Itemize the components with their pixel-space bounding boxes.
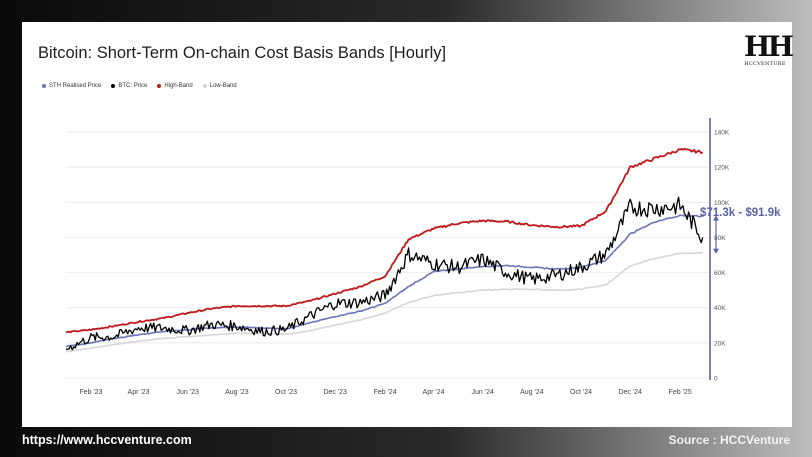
- x-tick-label: Jun '24: [472, 389, 494, 396]
- y-tick-label: 140K: [714, 130, 730, 137]
- x-tick-label: Apr '24: [423, 389, 445, 396]
- x-tick-label: Aug '23: [225, 389, 249, 396]
- y-tick-label: 0: [714, 376, 718, 383]
- x-tick-label: Oct '24: [570, 389, 592, 396]
- x-tick-label: Feb '24: [374, 389, 397, 396]
- low-band-line: [65, 251, 703, 353]
- footer-source: Source : HCCVenture: [668, 433, 790, 447]
- x-tick-label: Aug '24: [520, 389, 544, 396]
- footer-url[interactable]: https://www.hccventure.com: [22, 433, 192, 447]
- annotation-arrow-head: [713, 248, 719, 254]
- legend-item[interactable]: BTC: Price: [111, 83, 147, 89]
- chart-card: Bitcoin: Short-Term On-chain Cost Basis …: [22, 22, 794, 427]
- y-tick-label: 20K: [714, 340, 726, 347]
- btc-price-line: [65, 196, 704, 351]
- chart-title: Bitcoin: Short-Term On-chain Cost Basis …: [38, 44, 447, 62]
- chart-legend: STH Realised Price BTC: Price High-Band Low…: [42, 83, 237, 89]
- y-tick-label: 40K: [714, 305, 726, 312]
- legend-label: BTC: Price: [118, 83, 148, 89]
- y-tick-label: 100K: [714, 200, 730, 207]
- range-annotation: $71.3k - $91.9k: [700, 207, 781, 219]
- legend-swatch: [202, 84, 207, 88]
- y-tick-label: 120K: [714, 165, 730, 172]
- legend-item[interactable]: Low-Band: [202, 83, 237, 89]
- logo-subtitle: HCCVENTURE: [744, 61, 786, 67]
- legend-swatch: [42, 84, 46, 88]
- legend-item[interactable]: STH Realised Price: [42, 83, 101, 89]
- x-tick-label: Dec '24: [618, 389, 642, 396]
- x-tick-label: Feb '23: [79, 389, 102, 396]
- chart-plot: 0 20K 40K 60K 80K 100K 120K 140K Feb '23 Apr '23 J…: [65, 118, 781, 396]
- y-tick-label: 80K: [714, 235, 726, 242]
- high-band-line: [65, 148, 704, 334]
- x-tick-label: Oct '23: [275, 389, 297, 396]
- x-tick-label: Apr '23: [128, 389, 150, 396]
- annotation-arrow-head: [713, 215, 719, 221]
- x-tick-label: Jun '23: [177, 389, 199, 396]
- sth-realised-price-line: [65, 214, 704, 348]
- x-tick-label: Dec '23: [323, 389, 347, 396]
- legend-label: STH Realised Price: [49, 83, 102, 89]
- logo-mark: HH: [744, 30, 794, 63]
- hccventure-logo: HH HCCVENTURE: [744, 30, 794, 77]
- legend-label: Low-Band: [209, 83, 237, 89]
- legend-swatch: [157, 84, 162, 88]
- x-tick-label: Feb '25: [669, 389, 692, 396]
- y-tick-label: 60K: [714, 270, 726, 277]
- legend-label: High-Band: [164, 83, 193, 89]
- legend-item[interactable]: High-Band: [157, 83, 193, 89]
- legend-swatch: [111, 84, 116, 88]
